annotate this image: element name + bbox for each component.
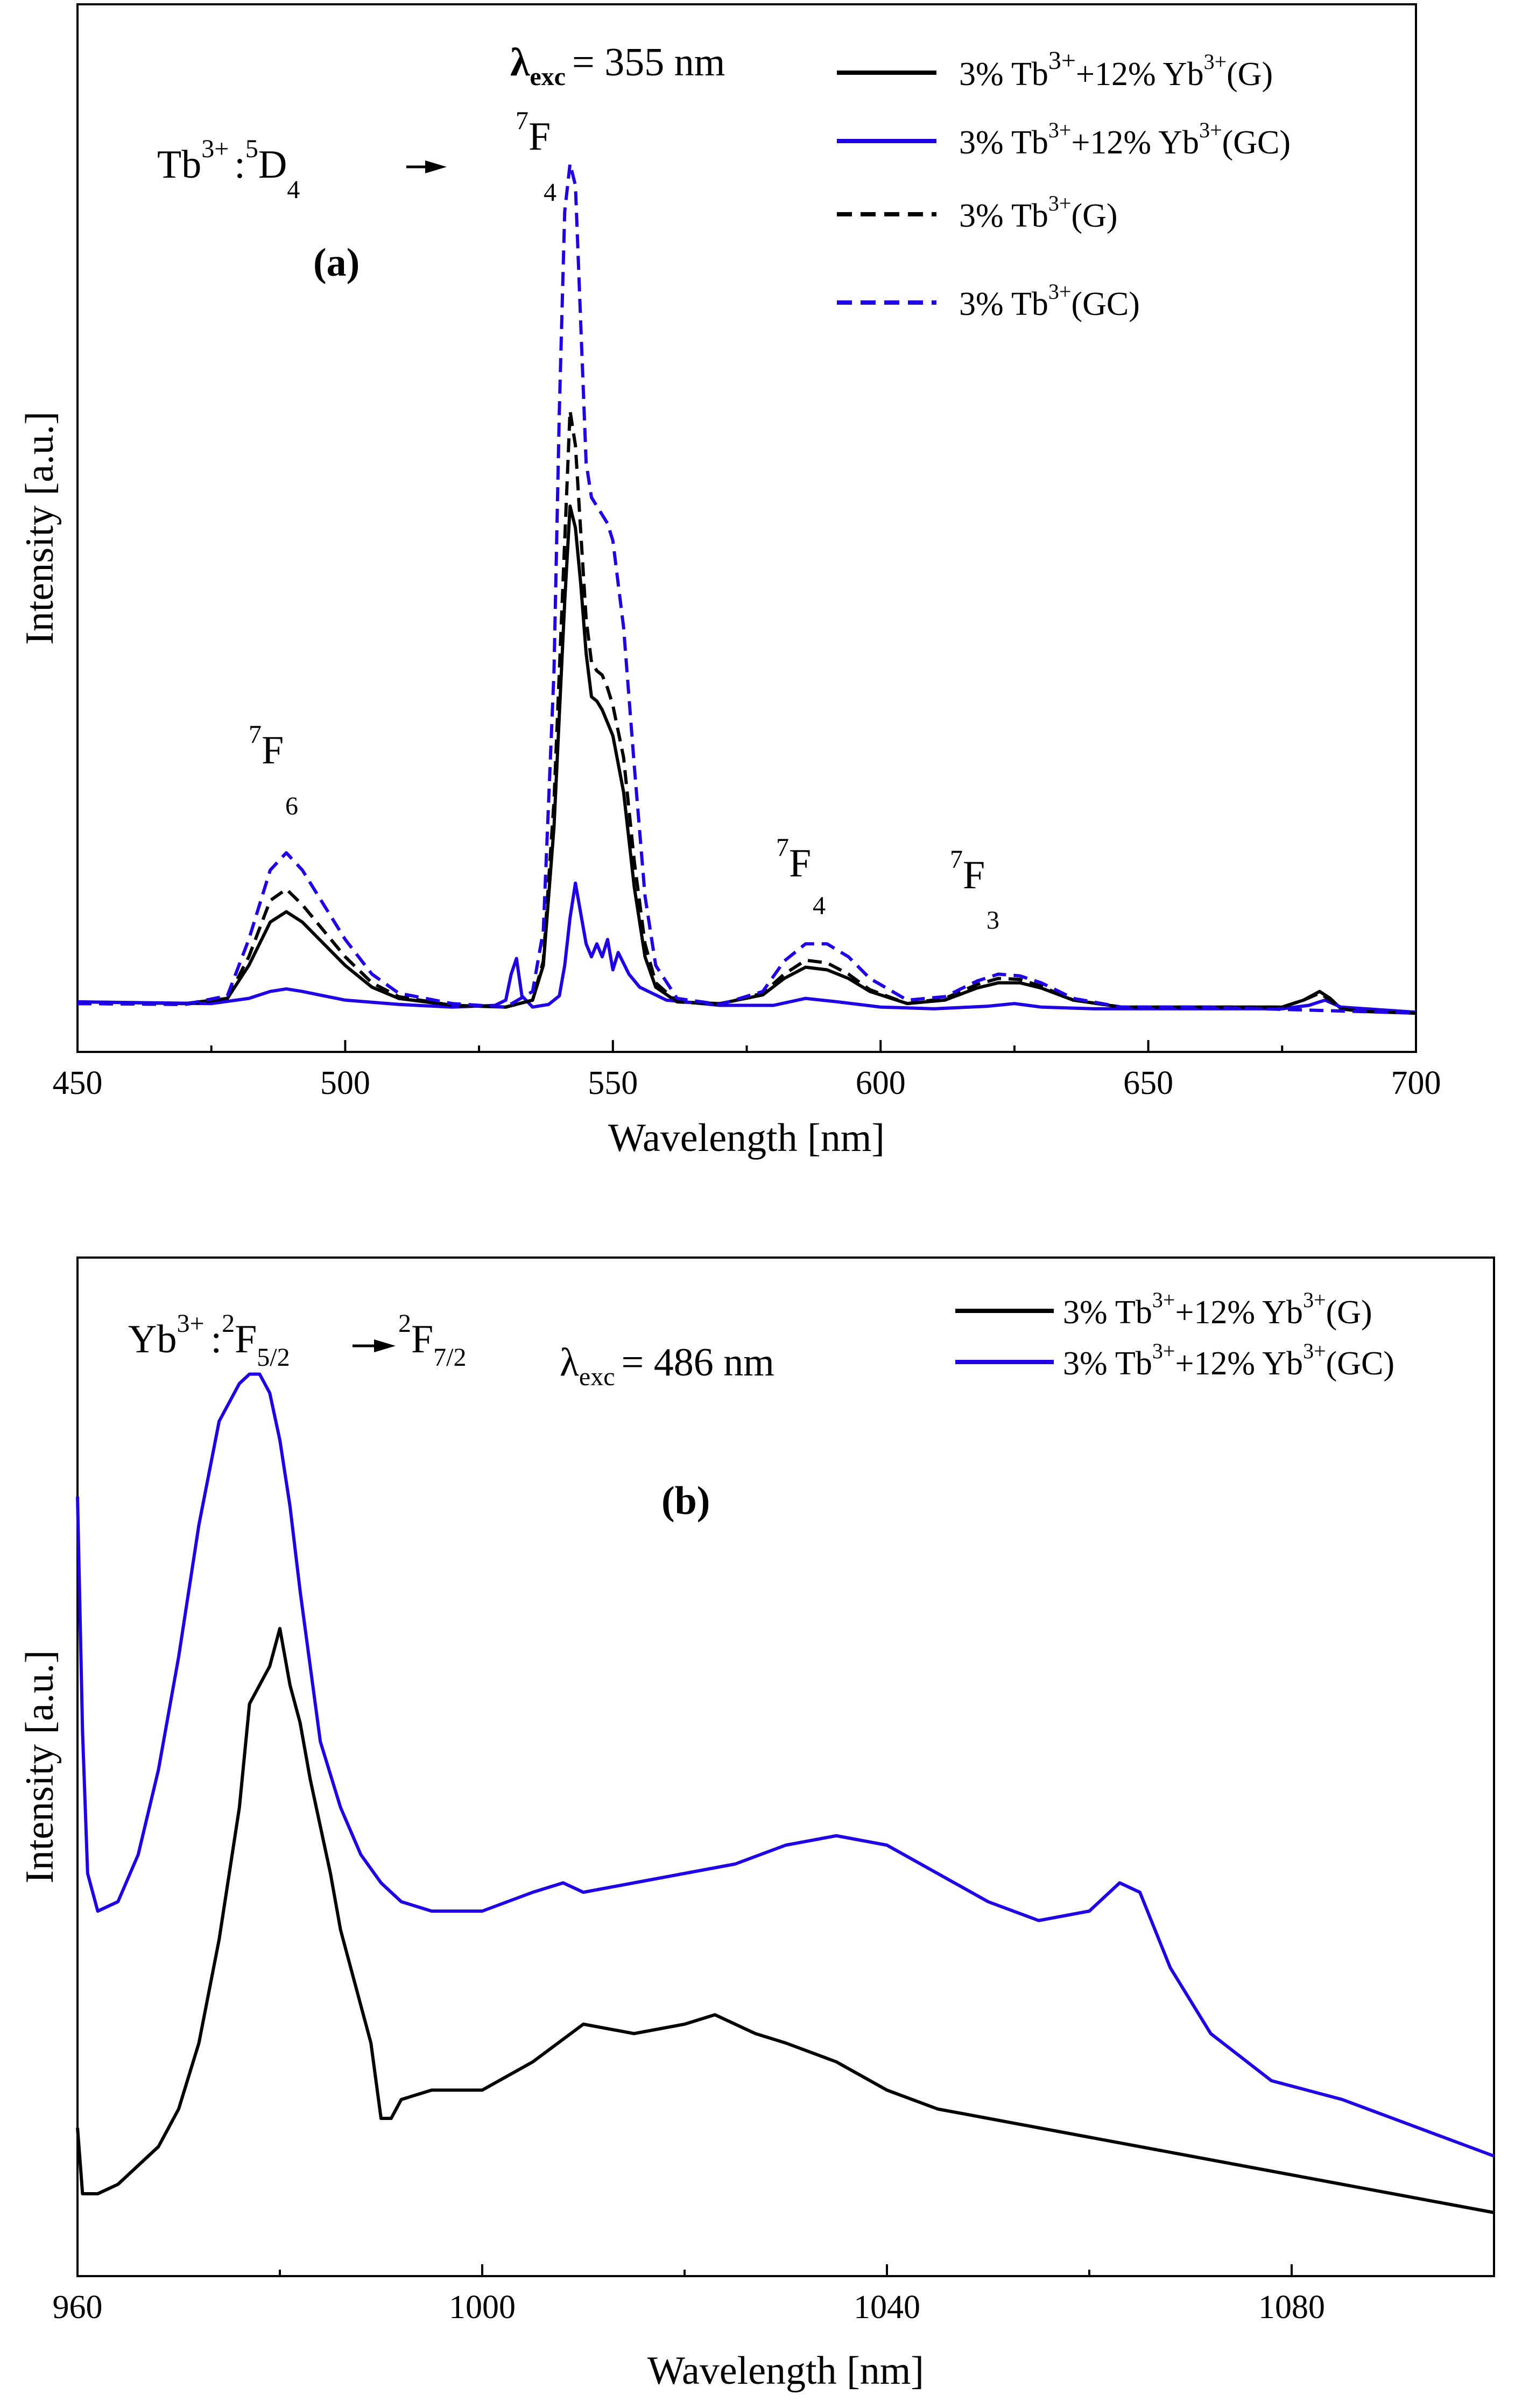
panel-a-x-tick-label-5: 700 xyxy=(1391,1065,1441,1101)
panel-a-legend-text-g: 3% Tb3++12% Yb3+(G) xyxy=(959,46,1273,93)
panel-a-transition-arrow xyxy=(406,160,447,173)
panel-a-legend-item-g: 3% Tb3++12% Yb3+(G) xyxy=(837,46,1273,93)
panel-b-legend-item-gc: 3% Tb3++12% Yb3+(GC) xyxy=(955,1339,1394,1382)
panel-b-series-line-0 xyxy=(76,1627,1495,2214)
panel-a-legend-text-tb-gc: 3% Tb3+(GC) xyxy=(959,279,1140,322)
panel-b-transition-final-label: 2F7/2 xyxy=(398,1309,467,1372)
panel-a-x-tick-label-3: 600 xyxy=(856,1065,906,1101)
panel-b-x-axis-ticks: 960 1000 1040 1080 xyxy=(53,2264,1325,2326)
panel-a-legend-text-gc: 3% Tb3++12% Yb3+(GC) xyxy=(959,118,1291,161)
panel-b-x-tick-label-1: 1000 xyxy=(449,2289,516,2326)
panel-a-label: (a) xyxy=(313,241,360,285)
panel-a: 450 500 550 600 650 700 Wavelength [nm] Inten… xyxy=(18,3,1441,1160)
panel-b-label: (b) xyxy=(661,1479,710,1523)
panel-a-peak-label-7F4: 7F4 xyxy=(776,833,826,920)
panel-b-legend: 3% Tb3++12% Yb3+(G) 3% Tb3++12% Yb3+(GC) xyxy=(955,1288,1394,1382)
panel-a-legend-item-gc: 3% Tb3++12% Yb3+(GC) xyxy=(837,118,1291,161)
panel-b-series-layer xyxy=(76,1372,1495,2214)
panel-a-x-axis-ticks: 450 500 550 600 650 700 xyxy=(53,1040,1441,1101)
panel-a-excitation-label: λexc = 355 nm xyxy=(510,40,725,91)
panel-b-legend-text-g: 3% Tb3++12% Yb3+(G) xyxy=(1063,1288,1372,1331)
panel-a-y-axis-title: Intensity [a.u.] xyxy=(18,411,62,645)
panel-a-x-tick-label-0: 450 xyxy=(53,1065,103,1101)
panel-a-legend-item-tb-g: 3% Tb3+(G) xyxy=(837,191,1118,234)
panel-a-legend: 3% Tb3++12% Yb3+(G) 3% Tb3++12% Yb3+(GC)… xyxy=(837,46,1291,322)
panel-a-peak-label-7F6: 7F6 xyxy=(249,720,298,820)
panel-b: 960 1000 1040 1080 Wavelength [nm] Intensit… xyxy=(18,1256,1495,2393)
panel-b-excitation-label: λexc = 486 nm xyxy=(560,1340,774,1391)
panel-a-x-axis-title: Wavelength [nm] xyxy=(608,1116,885,1160)
panel-a-x-tick-label-1: 500 xyxy=(320,1065,370,1101)
panel-a-series-line-3 xyxy=(77,162,1417,1015)
panel-b-transition-arrow xyxy=(353,1339,396,1352)
panel-b-legend-item-g: 3% Tb3++12% Yb3+(G) xyxy=(955,1288,1372,1331)
panel-b-x-tick-label-0: 960 xyxy=(53,2289,103,2326)
panel-a-series-layer xyxy=(77,162,1417,1015)
panel-a-transition-final-label: 7F 4 xyxy=(516,107,556,207)
panel-b-transition-label: Yb3+:2F5/2 xyxy=(128,1309,290,1372)
panel-a-x-tick-label-4: 650 xyxy=(1123,1065,1173,1101)
panel-a-legend-item-tb-gc: 3% Tb3+(GC) xyxy=(837,279,1140,322)
panel-b-y-axis-title: Intensity [a.u.] xyxy=(18,1650,62,1884)
panel-b-x-tick-label-3: 1080 xyxy=(1258,2289,1325,2326)
panel-a-series-line-1 xyxy=(77,881,1417,1014)
panel-b-legend-text-gc: 3% Tb3++12% Yb3+(GC) xyxy=(1063,1339,1394,1382)
panel-b-series-line-1 xyxy=(76,1372,1495,2158)
panel-a-x-tick-label-2: 550 xyxy=(588,1065,638,1101)
panel-b-plot-frame xyxy=(76,1256,1495,2277)
panel-a-transition-label: Tb3+:5D4 xyxy=(157,135,300,204)
panel-b-x-tick-label-2: 1040 xyxy=(854,2289,920,2326)
panel-a-peak-label-7F3: 7F3 xyxy=(950,845,999,935)
panel-a-legend-text-tb-g: 3% Tb3+(G) xyxy=(959,191,1118,234)
panel-b-x-axis-title: Wavelength [nm] xyxy=(647,2349,924,2393)
